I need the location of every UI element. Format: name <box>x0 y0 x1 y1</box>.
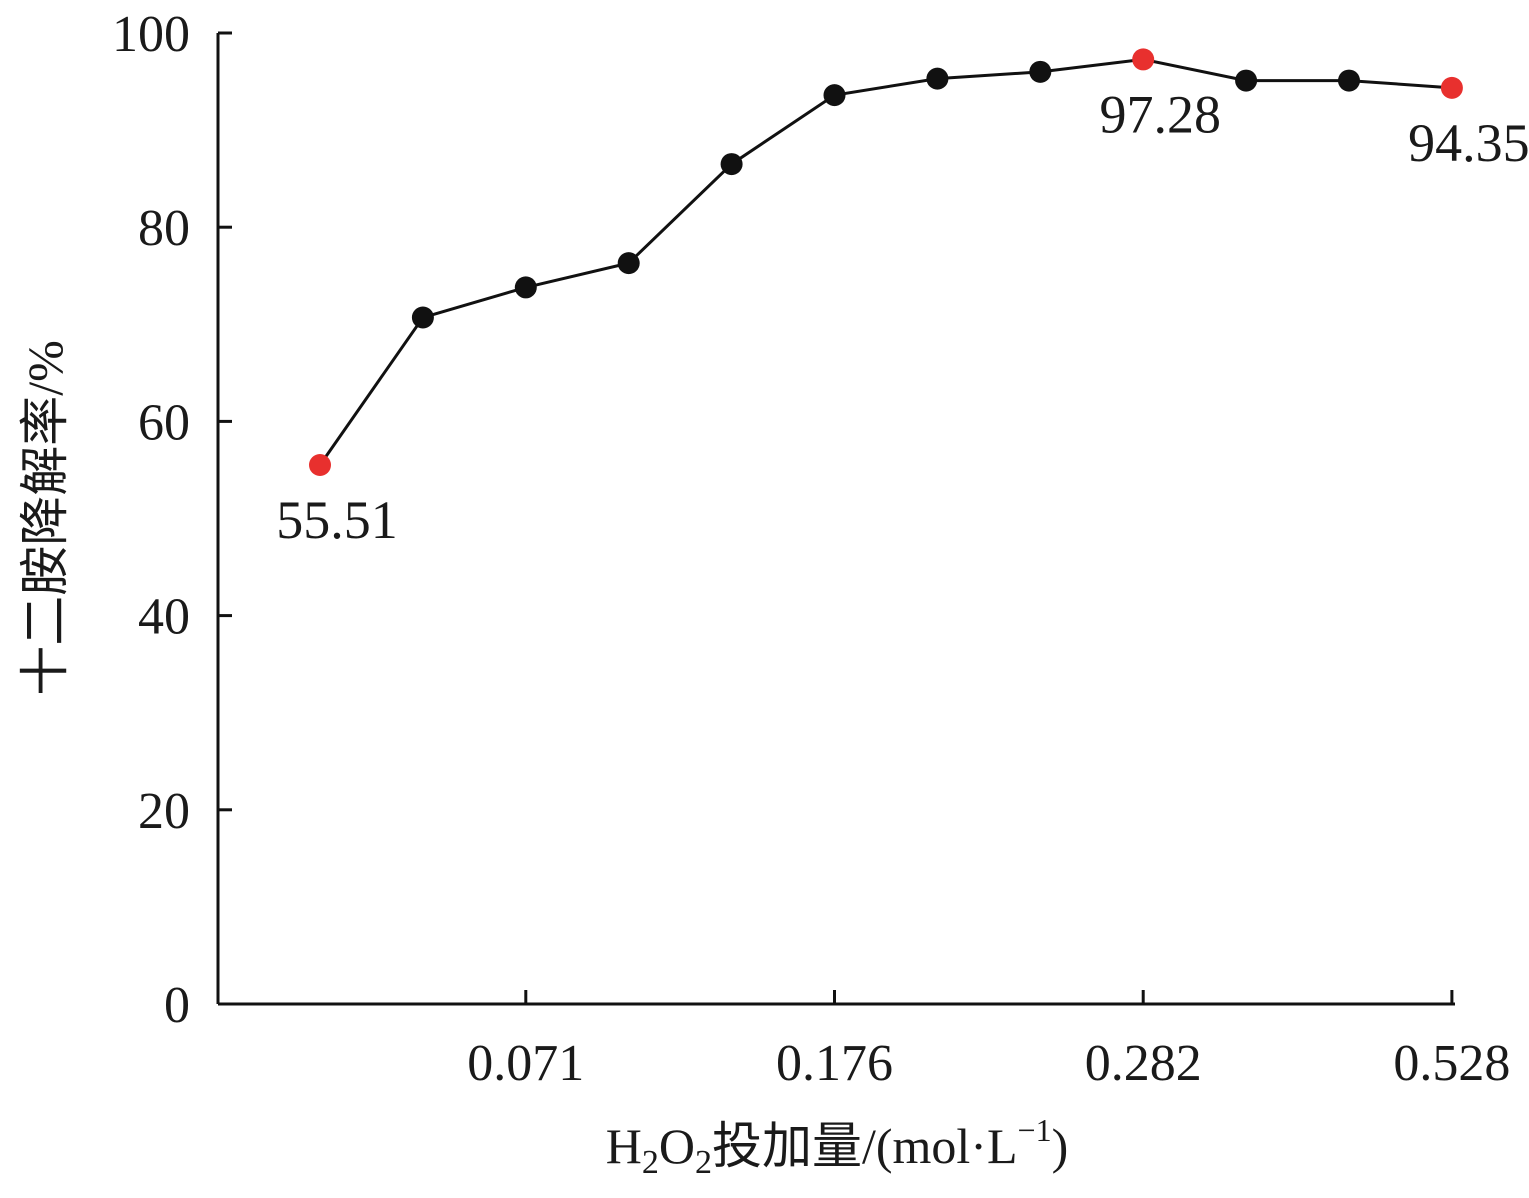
data-point <box>720 153 743 176</box>
data-label: 97.28 <box>1099 84 1221 144</box>
y-tick-label: 20 <box>138 783 190 840</box>
highlight-point <box>1132 48 1155 71</box>
data-label: 55.51 <box>276 490 398 550</box>
x-tick-label: 0.282 <box>1085 1035 1202 1092</box>
y-axis-title: 十二胺降解率/% <box>17 340 73 696</box>
y-tick-label: 80 <box>138 200 190 257</box>
x-ticks: 0.071 0.176 0.282 0.528 <box>467 990 1510 1092</box>
data-point <box>411 306 434 329</box>
series-polyline <box>318 57 1453 466</box>
y-tick-label: 0 <box>164 977 190 1034</box>
data-point <box>514 276 537 299</box>
highlight-point <box>309 453 331 476</box>
x-axis-title: H2O2投加量/(mol·L−1) <box>606 1112 1068 1181</box>
axes <box>216 33 1455 1006</box>
x-tick-label: 0.071 <box>467 1035 584 1092</box>
data-label: 94.35 <box>1408 113 1529 173</box>
data-point <box>617 252 640 275</box>
data-point <box>926 67 949 90</box>
x-tick-label: 0.176 <box>776 1035 893 1092</box>
data-point <box>823 84 846 107</box>
data-point <box>1338 69 1360 92</box>
data-point <box>1235 69 1258 92</box>
x-tick-label: 0.528 <box>1393 1035 1510 1092</box>
y-tick-label: 40 <box>138 589 190 646</box>
highlight-point <box>1440 76 1463 99</box>
markers <box>309 48 1463 476</box>
y-ticks: 0 20 40 60 80 100 <box>112 6 232 1034</box>
series-line <box>318 57 1453 466</box>
y-tick-label: 60 <box>138 394 190 451</box>
y-tick-label: 100 <box>112 6 190 63</box>
data-point <box>1029 60 1052 83</box>
data-labels: 55.51 97.28 94.35 <box>276 84 1529 550</box>
